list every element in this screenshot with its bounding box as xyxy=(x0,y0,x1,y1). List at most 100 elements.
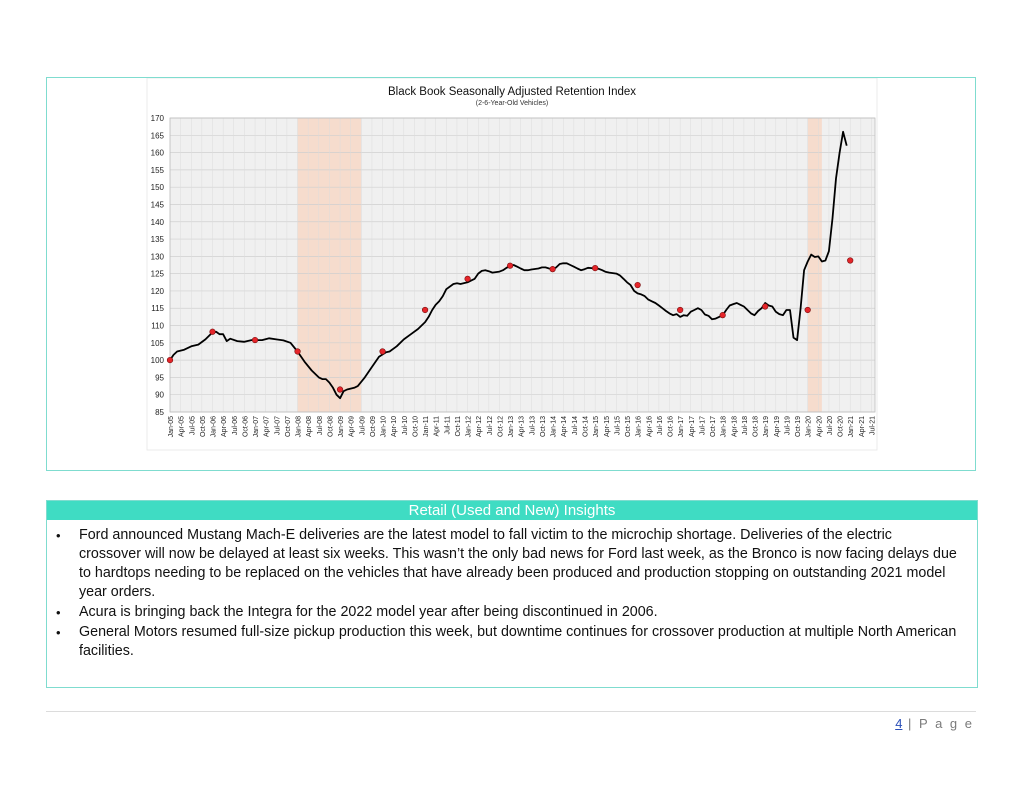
insight-item: • General Motors resumed full-size pickup… xyxy=(56,623,957,661)
x-tick-label: Jul-16 xyxy=(657,416,664,435)
chart-panel: 85 90 95 100 105 110 115 120 125 130 135 140 145 150 1… xyxy=(46,77,976,471)
x-tick-label: Jan-19 xyxy=(763,416,770,438)
x-tick-label: Jan-07 xyxy=(253,416,260,438)
x-tick-label: Apr-06 xyxy=(221,416,228,437)
data-point-marker xyxy=(634,281,641,289)
data-point-marker xyxy=(549,266,556,273)
x-tick-label: Apr-19 xyxy=(774,416,781,437)
y-tick-label: 105 xyxy=(151,339,165,348)
footer-divider xyxy=(46,711,976,712)
plot-area xyxy=(170,118,875,412)
data-point-marker xyxy=(421,306,429,314)
data-point-marker xyxy=(251,336,259,344)
x-tick-label: Oct-07 xyxy=(285,416,292,437)
x-tick-label: Jul-07 xyxy=(274,416,281,435)
x-tick-label: Apr-17 xyxy=(689,416,696,437)
y-tick-label: 115 xyxy=(151,304,164,313)
y-tick-label: 145 xyxy=(151,200,165,209)
y-tick-label: 85 xyxy=(155,408,164,417)
x-tick-label: Jul-19 xyxy=(784,416,791,435)
series-line xyxy=(169,130,848,400)
x-tick-label: Apr-16 xyxy=(646,416,653,437)
data-point-marker xyxy=(762,303,769,310)
x-tick-label: Oct-05 xyxy=(200,416,207,437)
x-tick-label: Jul-11 xyxy=(444,416,451,435)
insight-text: Ford announced Mustang Mach-E deliveries… xyxy=(79,527,957,600)
x-tick-label: Jan-10 xyxy=(381,416,388,438)
x-tick-label: Jul-05 xyxy=(189,416,196,435)
x-tick-label: Oct-13 xyxy=(540,416,547,437)
x-tick-label: Jul-09 xyxy=(359,416,366,435)
insight-text: Acura is bringing back the Integra for t… xyxy=(79,604,658,620)
x-tick-label: Jul-14 xyxy=(572,416,579,435)
plot-border xyxy=(169,117,876,413)
x-tick-label: Jan-18 xyxy=(721,416,728,438)
x-tick-label: Jan-16 xyxy=(636,416,643,438)
x-tick-label: Oct-09 xyxy=(370,416,377,437)
x-tick-label: Jan-11 xyxy=(423,416,430,437)
x-tick-label: Jul-18 xyxy=(742,416,749,435)
data-point-marker xyxy=(166,357,174,364)
x-tick-label: Oct-12 xyxy=(497,416,504,437)
x-tick-label: Oct-08 xyxy=(327,416,334,437)
chart-subtitle: (2-6-Year-Old Vehicles) xyxy=(476,100,549,107)
x-tick-label: Apr-20 xyxy=(816,416,823,437)
x-tick-label: Oct-10 xyxy=(412,416,419,437)
data-point-marker xyxy=(294,348,301,355)
x-tick-label: Jan-13 xyxy=(508,416,515,438)
bullet-icon: • xyxy=(56,605,61,620)
y-tick-label: 130 xyxy=(151,252,165,261)
x-tick-label: Jul-10 xyxy=(402,416,409,435)
y-tick-label: 125 xyxy=(151,270,165,279)
x-tick-label: Oct-19 xyxy=(795,416,802,437)
x-tick-label: Apr-18 xyxy=(731,416,738,437)
x-tick-label: Jan-06 xyxy=(211,416,218,438)
insights-list: • Ford announced Mustang Mach-E deliverie… xyxy=(47,520,977,661)
data-point-marker xyxy=(847,257,854,264)
x-tick-label: Jan-12 xyxy=(466,416,473,438)
x-tick-label: Apr-21 xyxy=(859,416,866,437)
x-tick-label: Jan-05 xyxy=(168,416,175,438)
page-footer: 4 | P a g e xyxy=(895,716,974,731)
x-tick-label: Oct-18 xyxy=(753,416,760,437)
x-tick-label: Oct-20 xyxy=(838,416,845,437)
insight-item: • Acura is bringing back the Integra for … xyxy=(56,603,957,622)
x-tick-label: Jan-09 xyxy=(338,416,345,438)
y-tick-label: 140 xyxy=(151,218,165,227)
x-tick-label: Jul-12 xyxy=(487,416,494,435)
x-tick-label: Jul-06 xyxy=(232,416,239,435)
data-point-marker xyxy=(592,265,599,272)
insights-header: Retail (Used and New) Insights xyxy=(47,501,977,520)
x-tick-label: Apr-11 xyxy=(434,416,441,437)
y-tick-label: 120 xyxy=(151,287,165,296)
bullet-icon: • xyxy=(56,528,61,543)
x-tick-label: Oct-06 xyxy=(242,416,249,437)
page-number: 4 xyxy=(895,716,903,731)
y-tick-label: 155 xyxy=(151,166,165,175)
shaded-period xyxy=(807,118,822,412)
insights-panel: Retail (Used and New) Insights • Ford ann… xyxy=(46,500,978,688)
data-point-marker xyxy=(804,306,811,314)
y-tick-label: 150 xyxy=(151,183,165,192)
x-tick-label: Apr-14 xyxy=(561,416,568,437)
x-tick-label: Jan-08 xyxy=(296,416,303,438)
x-tick-label: Jul-21 xyxy=(869,416,876,435)
y-tick-label: 90 xyxy=(155,391,164,400)
y-tick-label: 170 xyxy=(151,114,165,123)
x-tick-label: Jan-14 xyxy=(551,416,558,438)
x-tick-label: Jul-17 xyxy=(699,416,706,435)
x-tick-label: Apr-09 xyxy=(349,416,356,437)
data-point-marker xyxy=(336,386,344,393)
x-tick-label: Apr-13 xyxy=(519,416,526,437)
data-point-marker xyxy=(719,312,726,319)
x-tick-label: Jan-21 xyxy=(848,416,855,438)
chart-title: Black Book Seasonally Adjusted Retention… xyxy=(388,86,636,98)
x-tick-label: Apr-12 xyxy=(476,416,483,437)
y-tick-label: 160 xyxy=(151,149,165,158)
x-tick-label: Apr-10 xyxy=(391,416,398,437)
x-tick-label: Jul-20 xyxy=(827,416,834,435)
x-tick-label: Apr-05 xyxy=(179,416,186,437)
y-tick-label: 100 xyxy=(151,356,165,365)
x-tick-label: Apr-08 xyxy=(306,416,313,437)
x-tick-label: Apr-15 xyxy=(604,416,611,437)
